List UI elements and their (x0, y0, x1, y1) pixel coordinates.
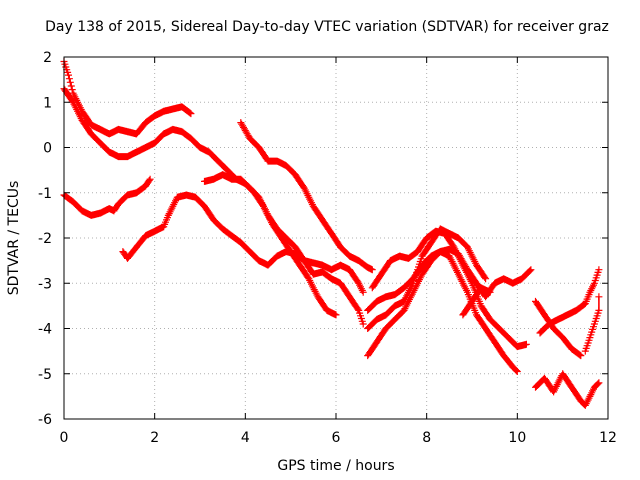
series-markers (60, 58, 195, 138)
x-tick-label: 12 (599, 430, 617, 446)
x-tick-label: 6 (332, 430, 341, 446)
series-track-k (459, 284, 494, 319)
series-markers (364, 245, 535, 360)
y-tick-label: 2 (43, 50, 52, 66)
x-tick-label: 8 (422, 430, 431, 446)
x-axis-title: GPS time / hours (277, 458, 394, 474)
y-tick-label: -4 (38, 322, 52, 338)
series-markers (532, 370, 603, 409)
series-markers (581, 293, 603, 355)
series-line (366, 248, 532, 357)
series-track-o (581, 293, 603, 355)
x-tick-label: 10 (508, 430, 526, 446)
y-tick-label: 0 (43, 141, 52, 157)
y-axis-title: SDTVAR / TECUs (6, 181, 22, 296)
y-tick-label: -2 (38, 231, 52, 247)
series-line (122, 194, 364, 325)
series-track-j (364, 225, 490, 332)
series-track-m (536, 266, 603, 337)
series-markers (237, 119, 376, 274)
series-track-a (60, 58, 195, 138)
y-tick-label: -1 (38, 186, 52, 202)
series-track-e (201, 171, 367, 296)
series-markers (364, 225, 490, 332)
series-track-d (119, 191, 367, 328)
series-markers (536, 266, 603, 337)
series-track-i (364, 245, 535, 360)
x-tick-label: 4 (241, 430, 250, 446)
series-track-n (532, 370, 603, 409)
y-tick-label: -3 (38, 276, 52, 292)
x-tick-label: 2 (150, 430, 159, 446)
axis-ticks (63, 56, 609, 420)
y-tick-label: -6 (38, 412, 52, 428)
series-markers (459, 284, 494, 319)
chart-title: Day 138 of 2015, Sidereal Day-to-day VTE… (45, 19, 609, 35)
series-track-c (60, 175, 154, 219)
series-track-l (532, 297, 585, 360)
series-track-f (237, 119, 376, 274)
y-tick-label: 1 (43, 95, 52, 111)
series-markers (201, 171, 367, 296)
series-markers (60, 175, 154, 219)
x-tick-label: 0 (60, 430, 69, 446)
y-tick-label: -5 (38, 367, 52, 383)
data-series (60, 58, 603, 409)
series-markers (119, 191, 367, 328)
